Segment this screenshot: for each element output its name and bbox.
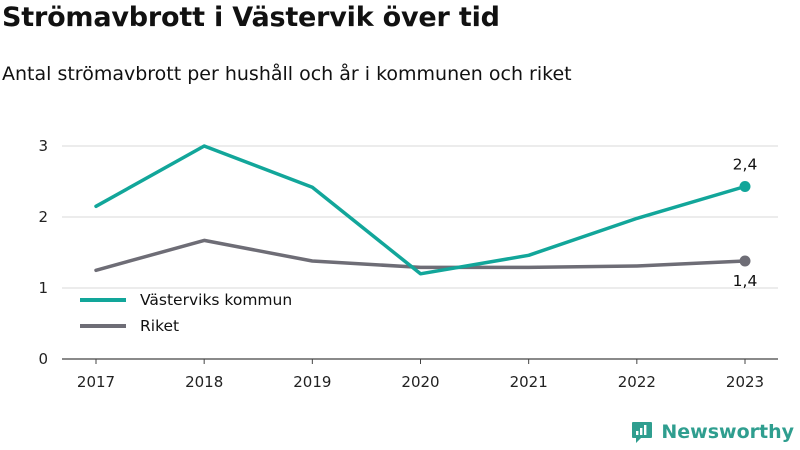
x-tick-label: 2019 xyxy=(293,373,331,391)
bar-chart-logo-icon xyxy=(632,422,653,443)
x-tick-label: 2018 xyxy=(185,373,223,391)
x-tick-label: 2023 xyxy=(726,373,764,391)
series-end-point xyxy=(739,180,751,192)
x-tick-label: 2021 xyxy=(510,373,548,391)
series-line xyxy=(94,238,747,273)
y-tick-label: 2 xyxy=(38,208,48,226)
y-tick-label: 1 xyxy=(38,279,48,297)
legend-swatch xyxy=(80,298,126,302)
legend-item: Västerviks kommun xyxy=(80,287,292,313)
x-tick-label: 2017 xyxy=(77,373,115,391)
axis-layer: 0 1 2 3 2017 2018 2019 2020 2021 2022 2023 xyxy=(38,137,764,391)
series-layer xyxy=(94,144,751,276)
x-tick-label: 2020 xyxy=(401,373,439,391)
series-line xyxy=(94,144,747,276)
legend-swatch xyxy=(80,324,126,328)
legend-item: Riket xyxy=(80,313,292,339)
x-tick-label: 2022 xyxy=(618,373,656,391)
series-end-point xyxy=(739,255,751,267)
legend-label: Riket xyxy=(140,317,180,335)
end-value-label: 1,4 xyxy=(733,272,758,290)
brand-logo: Newsworthy xyxy=(630,420,794,444)
brand-name: Newsworthy xyxy=(661,421,794,443)
chart-subtitle: Antal strömavbrott per hushåll och år i … xyxy=(2,63,572,85)
label-layer: 2,4 1,4 xyxy=(733,155,758,290)
end-value-label: 2,4 xyxy=(733,155,758,173)
chart-title: Strömavbrott i Västervik över tid xyxy=(2,2,500,33)
legend-label: Västerviks kommun xyxy=(140,291,293,309)
y-tick-label: 3 xyxy=(38,137,48,155)
legend: Västerviks kommun Riket xyxy=(80,287,292,339)
y-tick-label: 0 xyxy=(38,350,48,368)
